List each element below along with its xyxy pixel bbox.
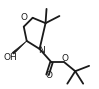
Text: OH: OH [4,53,18,62]
Text: O: O [62,54,69,63]
Polygon shape [12,41,27,54]
Text: O: O [20,13,27,22]
Text: N: N [38,46,45,55]
Text: O: O [45,71,52,80]
